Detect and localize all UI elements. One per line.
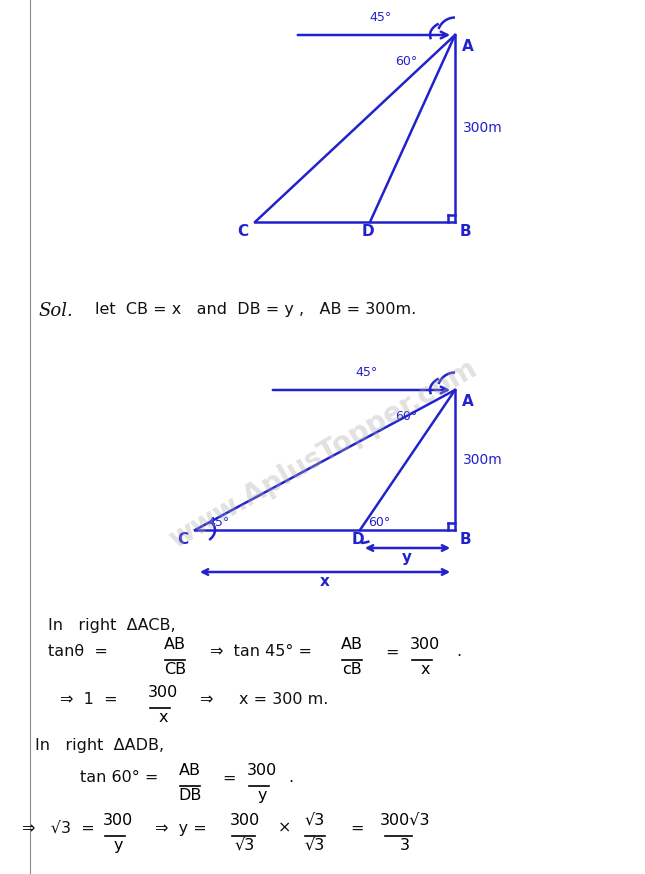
Text: 300: 300 — [103, 813, 133, 828]
Text: 60°: 60° — [395, 410, 417, 423]
Text: cB: cB — [342, 662, 362, 677]
Text: tan 60° =: tan 60° = — [80, 771, 159, 786]
Text: y: y — [114, 838, 123, 853]
Text: √3: √3 — [305, 813, 325, 828]
Text: A: A — [462, 394, 473, 409]
Text: B: B — [460, 224, 471, 239]
Text: x: x — [158, 710, 168, 725]
Text: D: D — [362, 224, 375, 239]
Text: 300: 300 — [410, 637, 440, 652]
Text: 300m: 300m — [463, 453, 502, 467]
Text: ⇒  y =: ⇒ y = — [155, 821, 207, 836]
Text: 300√3: 300√3 — [380, 813, 430, 828]
Text: 45°: 45° — [356, 366, 378, 379]
Text: 45°: 45° — [207, 516, 229, 529]
Text: 60°: 60° — [368, 516, 390, 529]
Text: C: C — [237, 224, 248, 239]
Text: In   right  ΔACB,: In right ΔACB, — [48, 618, 175, 633]
Text: AB: AB — [164, 637, 186, 652]
Text: B: B — [460, 532, 471, 547]
Text: y: y — [257, 788, 267, 803]
Text: y: y — [402, 550, 412, 565]
Text: C: C — [177, 532, 188, 547]
Text: ⇒  1  =: ⇒ 1 = — [60, 692, 117, 707]
Text: x: x — [421, 662, 430, 677]
Text: 300: 300 — [148, 685, 178, 700]
Text: =: = — [385, 644, 399, 660]
Text: ⇒   √3  =: ⇒ √3 = — [22, 821, 95, 836]
Text: AB: AB — [341, 637, 363, 652]
Text: Sol.: Sol. — [38, 302, 73, 320]
Text: 300: 300 — [247, 763, 277, 778]
Text: =: = — [350, 821, 364, 836]
Text: .: . — [456, 644, 461, 660]
Text: 3: 3 — [400, 838, 410, 853]
Text: A: A — [462, 39, 473, 54]
Text: 60°: 60° — [395, 55, 417, 68]
Text: 300m: 300m — [463, 121, 502, 135]
Text: √3: √3 — [235, 838, 255, 853]
Text: ⇒     x = 300 m.: ⇒ x = 300 m. — [200, 692, 328, 707]
Text: CB: CB — [164, 662, 186, 677]
Text: DB: DB — [178, 788, 202, 803]
Text: www.AplusTopper.com: www.AplusTopper.com — [164, 355, 481, 554]
Text: .: . — [288, 771, 293, 786]
Text: 45°: 45° — [369, 11, 391, 24]
Text: √3: √3 — [305, 838, 325, 853]
Text: In   right  ΔADB,: In right ΔADB, — [35, 738, 164, 753]
Text: tanθ  =: tanθ = — [48, 644, 108, 660]
Text: x: x — [320, 574, 330, 589]
Text: D: D — [352, 532, 364, 547]
Text: 300: 300 — [230, 813, 260, 828]
Text: ×: × — [278, 821, 292, 836]
Text: =: = — [222, 771, 235, 786]
Text: AB: AB — [179, 763, 201, 778]
Text: let  CB = x   and  DB = y ,   AB = 300m.: let CB = x and DB = y , AB = 300m. — [95, 302, 416, 317]
Text: ⇒  tan 45° =: ⇒ tan 45° = — [210, 644, 312, 660]
